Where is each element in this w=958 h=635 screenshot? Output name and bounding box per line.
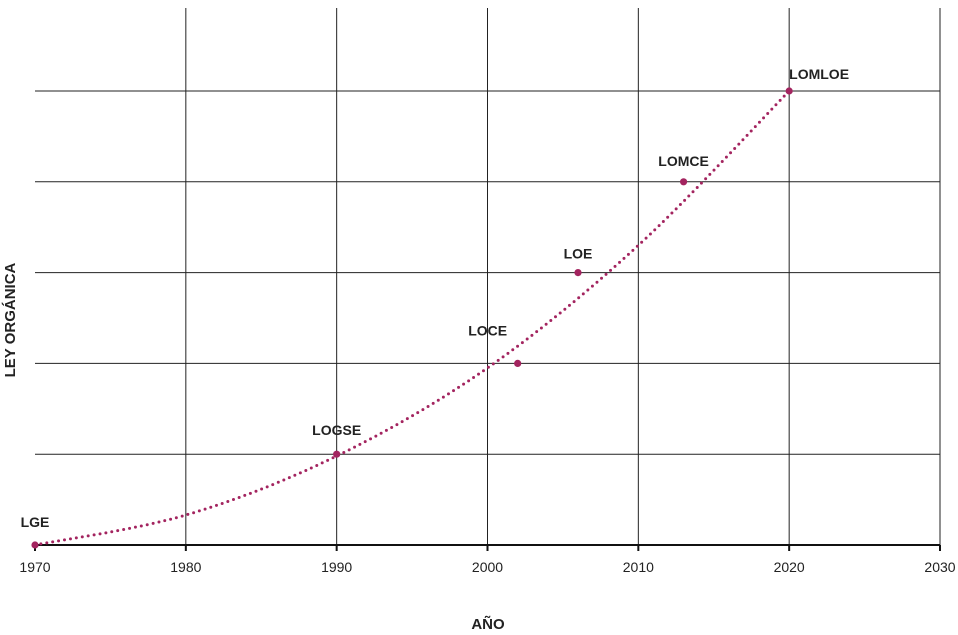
x-tick-label-2010: 2010 [623,559,654,575]
point-label-lomloe: LOMLOE [789,66,849,82]
axes [34,544,941,551]
x-tick-label-2030: 2030 [924,559,955,575]
data-points [31,87,793,549]
point-labels: LGE LOGSE LOCE LOE LOMCE LOMLOE [21,66,849,530]
data-point-lge [31,541,39,549]
x-tick-label-1990: 1990 [321,559,352,575]
point-label-loce: LOCE [468,322,507,338]
x-tick-label-2000: 2000 [472,559,503,575]
trendline [33,89,791,547]
data-point-logse [333,450,341,458]
y-axis-title: LEY ORGÁNICA [2,262,19,377]
x-tick-label-1980: 1980 [170,559,201,575]
x-tick-labels: 1970 1980 1990 2000 2010 2020 2030 [19,559,955,575]
data-point-lomloe [785,87,793,95]
point-label-lge: LGE [21,514,50,530]
point-label-loe: LOE [564,246,593,262]
grid [35,8,941,545]
data-point-loe [574,269,582,277]
data-point-lomce [679,178,688,186]
x-tick-label-1970: 1970 [19,559,50,575]
x-axis-title: AÑO [471,615,505,633]
x-tick-label-2020: 2020 [774,559,805,575]
point-label-lomce: LOMCE [658,153,709,169]
data-point-loce [514,359,522,367]
point-label-logse: LOGSE [312,422,361,438]
